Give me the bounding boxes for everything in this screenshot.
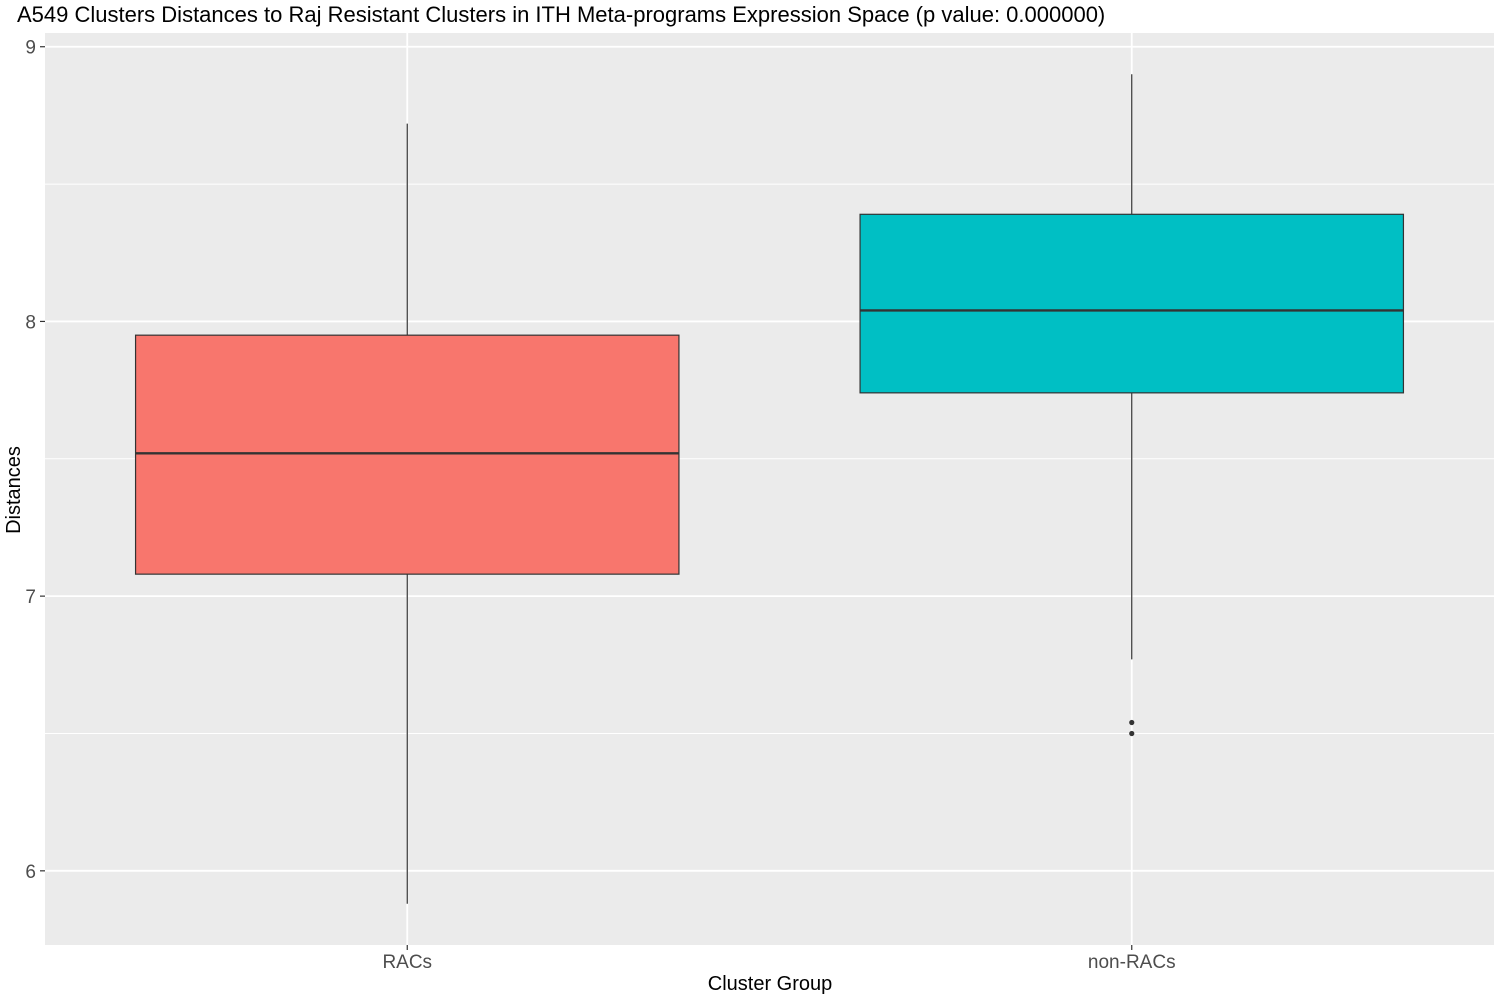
boxes — [134, 74, 1405, 904]
axes: 6 7 8 9 RACs non-RACs — [25, 38, 1175, 973]
iqr-box — [134, 334, 680, 575]
box-non-racs — [859, 74, 1405, 737]
iqr-box — [859, 213, 1405, 394]
outlier-point — [1129, 730, 1135, 737]
x-tick-label: non-RACs — [1088, 952, 1176, 973]
y-tick-label: 9 — [25, 38, 36, 59]
outlier-point — [1129, 719, 1135, 726]
x-tick-label: RACs — [382, 952, 432, 973]
y-axis-title: Distances — [3, 446, 25, 534]
x-axis-title: Cluster Group — [708, 973, 833, 995]
y-tick-label: 7 — [25, 587, 36, 608]
box-racs — [134, 123, 680, 904]
y-tick-label: 8 — [25, 312, 36, 333]
chart-title: A549 Clusters Distances to Raj Resistant… — [17, 2, 1105, 27]
y-tick-label: 6 — [25, 862, 36, 883]
